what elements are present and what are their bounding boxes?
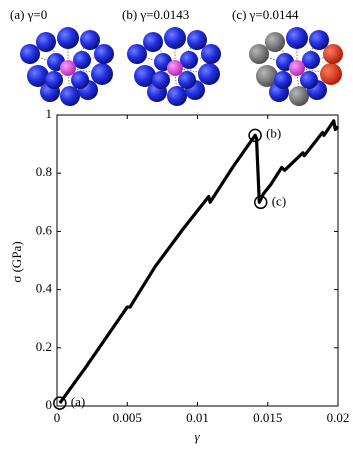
atom xyxy=(80,30,100,50)
atom xyxy=(60,86,80,106)
atom xyxy=(265,32,285,52)
atom xyxy=(323,44,343,64)
atom xyxy=(302,51,320,69)
atom xyxy=(198,63,220,85)
inset-label: (c) γ=0.0144 xyxy=(232,7,299,22)
y-tick-label: 0 xyxy=(46,397,53,412)
x-tick-label: 0 xyxy=(54,410,61,425)
annotation-marker xyxy=(248,128,262,143)
annotation-marker xyxy=(253,195,268,210)
y-tick-label: 1 xyxy=(46,106,53,121)
atom xyxy=(300,71,318,89)
atom xyxy=(249,44,269,64)
y-tick-label: 0.4 xyxy=(36,281,53,296)
center-atom xyxy=(289,60,305,76)
atom xyxy=(309,30,329,50)
atom xyxy=(57,27,79,49)
atom xyxy=(27,65,49,87)
atom xyxy=(94,44,114,64)
x-tick-label: 0.005 xyxy=(113,410,142,425)
x-tick-label: 0.015 xyxy=(253,410,282,425)
atom xyxy=(134,65,156,87)
atom xyxy=(127,44,147,64)
y-tick-label: 0.2 xyxy=(36,339,52,354)
annotation-label: (b) xyxy=(266,125,281,140)
inset-label: (b) γ=0.0143 xyxy=(122,7,189,22)
center-atom xyxy=(60,60,76,76)
y-axis-label: σ (GPa) xyxy=(9,241,24,282)
line xyxy=(58,119,340,405)
atom xyxy=(286,27,308,49)
atom xyxy=(143,32,163,52)
annotation-label: (c) xyxy=(272,193,286,208)
atom xyxy=(178,71,196,89)
x-axis-label: γ xyxy=(194,429,200,444)
y-tick-label: 0.8 xyxy=(36,164,52,179)
atom xyxy=(274,71,292,89)
atom xyxy=(320,63,342,85)
y-tick-label: 0.6 xyxy=(36,222,53,237)
annotation-marker xyxy=(53,396,67,410)
atom xyxy=(164,27,186,49)
atom xyxy=(71,71,89,89)
x-tick-label: 0.02 xyxy=(327,410,350,425)
atom xyxy=(152,71,170,89)
inset-label: (a) γ=0 xyxy=(10,7,47,22)
annotation-label: (a) xyxy=(71,394,85,409)
atom xyxy=(91,63,113,85)
atom xyxy=(180,51,198,69)
atom xyxy=(73,51,91,69)
atom xyxy=(36,32,56,52)
atom xyxy=(187,30,207,50)
atom xyxy=(256,65,278,87)
center-atom xyxy=(167,60,183,76)
atom xyxy=(167,86,187,106)
atom xyxy=(20,44,40,64)
atom xyxy=(201,44,221,64)
atom xyxy=(289,86,309,106)
x-tick-label: 0.01 xyxy=(186,410,209,425)
atom xyxy=(45,71,63,89)
